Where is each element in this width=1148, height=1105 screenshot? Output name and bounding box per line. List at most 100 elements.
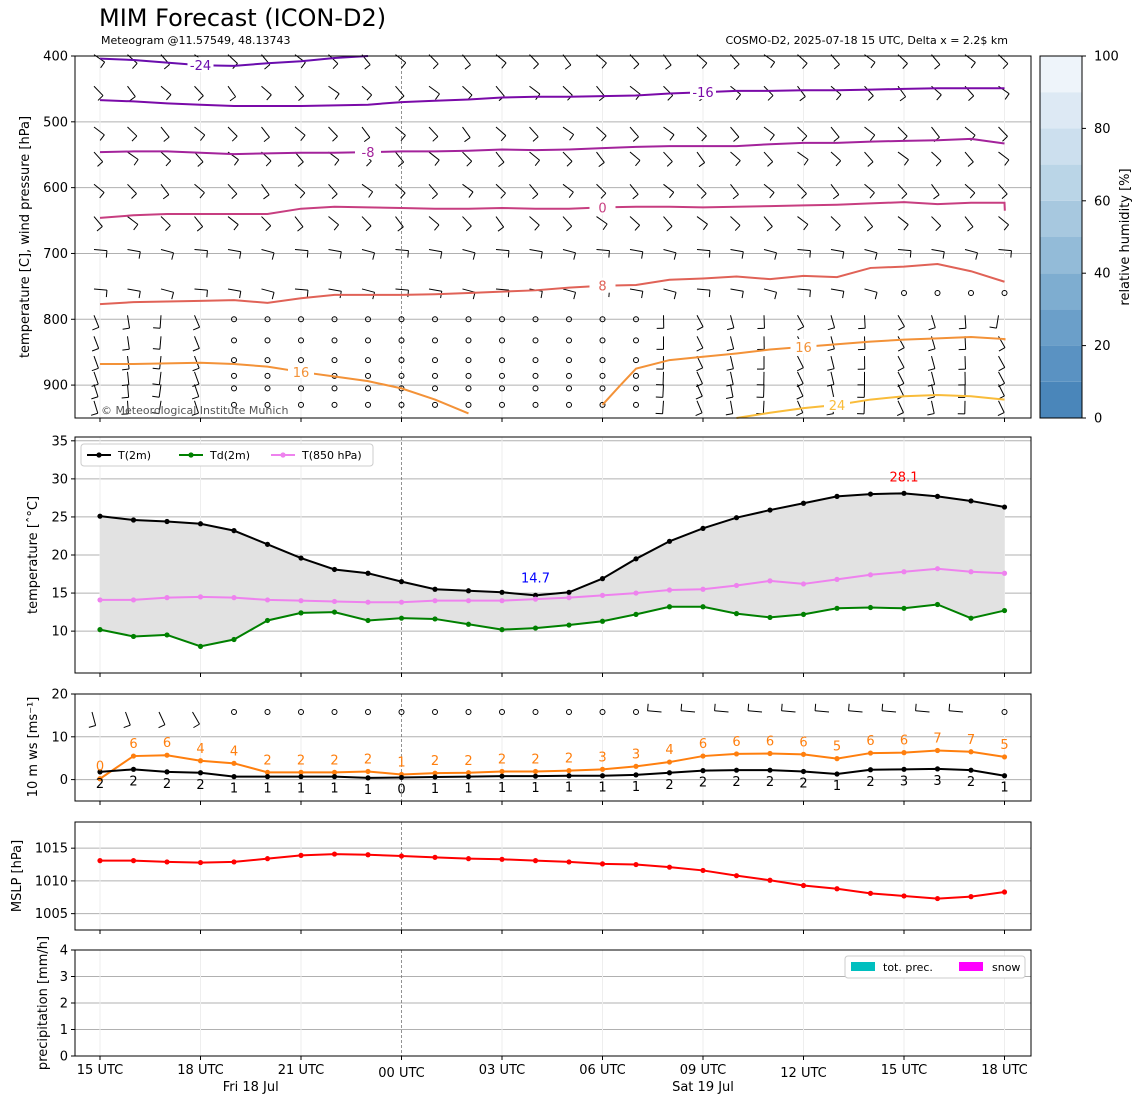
wind-barb-icon — [634, 224, 641, 231]
calm-wind-icon — [365, 357, 371, 364]
wind-speed-line — [99, 767, 1005, 779]
min-temperature-label: 14.7 — [521, 571, 550, 586]
temperature-point — [365, 570, 371, 576]
surface-wind-barb-icon — [158, 711, 166, 725]
wind-barb-icon — [927, 413, 935, 416]
wind-barb-icon — [361, 126, 371, 138]
wind-speed-point — [666, 770, 673, 776]
y-tick-label: 20 — [51, 549, 68, 564]
wind-speed-value-label: 1 — [598, 781, 606, 796]
wind-barb-icon — [261, 216, 272, 227]
wind-speed-point — [432, 774, 438, 780]
surface-wind-barb-icon — [848, 710, 863, 713]
isotherm-line — [99, 137, 1005, 156]
calm-wind-icon — [264, 372, 271, 379]
isotherm-label: -24 — [190, 59, 211, 74]
wind-barb-icon — [830, 183, 840, 195]
gust-point — [264, 769, 271, 775]
y-tick-label: 600 — [43, 181, 68, 196]
wind-speed-point — [532, 773, 539, 779]
wind-barb-icon — [998, 355, 1006, 368]
wind-barb-icon — [989, 326, 997, 329]
wind-barb-icon — [233, 159, 239, 166]
wind-barb-icon — [407, 250, 409, 258]
wind-barb-icon — [138, 251, 141, 259]
wind-barb-icon — [763, 126, 775, 136]
wind-speed-point — [231, 774, 237, 780]
wind-barb-icon — [498, 161, 505, 167]
wind-barb-icon — [160, 151, 171, 162]
wind-barb-icon — [998, 347, 1006, 352]
legend-label: snow — [992, 961, 1020, 974]
y-axis-label: relative humidity [%] — [1118, 168, 1133, 305]
calm-wind-icon — [365, 401, 371, 408]
wind-barb-icon — [730, 355, 734, 369]
calm-wind-icon — [599, 316, 606, 323]
y-tick-label: 400 — [43, 50, 68, 65]
wind-barb-icon — [673, 252, 677, 260]
wind-barb-icon — [194, 315, 201, 328]
calm-wind-icon — [566, 357, 572, 364]
wind-barb-icon — [265, 160, 272, 167]
wind-barb-icon — [964, 216, 974, 228]
mslp-point — [800, 882, 807, 889]
wind-barb-icon — [231, 135, 238, 142]
gust-value-label: 4 — [665, 743, 673, 758]
wind-barb-icon — [903, 159, 909, 166]
wind-barb-icon — [160, 126, 170, 138]
gust-point — [432, 770, 438, 776]
wind-barb-icon — [931, 355, 936, 369]
mslp-point — [901, 893, 907, 899]
wind-barb-icon — [93, 371, 99, 385]
wind-barb-icon — [131, 193, 137, 199]
calm-wind-icon — [1001, 709, 1008, 715]
wind-barb-icon — [1001, 193, 1008, 200]
wind-barb-icon — [432, 136, 439, 142]
wind-barb-icon — [127, 384, 130, 398]
wind-barb-icon — [194, 248, 208, 252]
wind-barb-icon — [99, 134, 105, 141]
wind-barb-icon — [431, 193, 438, 200]
wind-barb-icon — [874, 292, 878, 300]
wind-barb-icon — [830, 288, 844, 292]
wind-barb-icon — [328, 288, 342, 292]
gust-point — [164, 752, 170, 758]
temperature-point — [499, 589, 505, 595]
wind-speed-point — [398, 774, 405, 781]
wind-barb-icon — [835, 225, 841, 231]
surface-wind-barb-icon — [781, 710, 796, 713]
gust-value-label: 6 — [799, 735, 807, 750]
wind-barb-icon — [769, 134, 775, 141]
wind-barb-icon — [397, 226, 404, 232]
wind-barb-icon — [160, 248, 174, 254]
y-tick-label: 4 — [60, 944, 68, 959]
wind-barb-icon — [733, 136, 740, 142]
temperature-point — [566, 595, 572, 601]
wind-speed-value-label: 1 — [330, 782, 338, 797]
temperature-point — [700, 604, 706, 610]
wind-barb-icon — [91, 383, 99, 387]
isotherm-label-bg — [589, 277, 616, 293]
wind-barb-icon — [171, 292, 175, 300]
temperature-series-line — [99, 603, 1005, 648]
calm-wind-icon — [633, 385, 639, 392]
wind-barb-icon — [1004, 93, 1010, 100]
gust-point — [97, 776, 103, 782]
wind-barb-icon — [562, 288, 576, 293]
calm-wind-icon — [432, 709, 438, 715]
wind-barb-icon — [366, 160, 372, 167]
wind-barb-icon — [361, 216, 372, 227]
wind-barb-icon — [332, 63, 339, 70]
wind-barb-icon — [363, 137, 371, 143]
mslp-point — [566, 859, 572, 865]
wind-barb-icon — [696, 216, 708, 225]
wind-barb-icon — [97, 161, 104, 167]
wind-barb-icon — [726, 384, 734, 387]
wind-barb-icon — [730, 216, 741, 226]
wind-barb-icon — [801, 193, 807, 199]
wind-barb-icon — [763, 183, 775, 193]
calm-wind-icon — [499, 401, 505, 408]
wind-barb-icon — [696, 371, 703, 384]
wind-barb-icon — [152, 383, 160, 386]
gust-value-label: 2 — [297, 753, 305, 768]
